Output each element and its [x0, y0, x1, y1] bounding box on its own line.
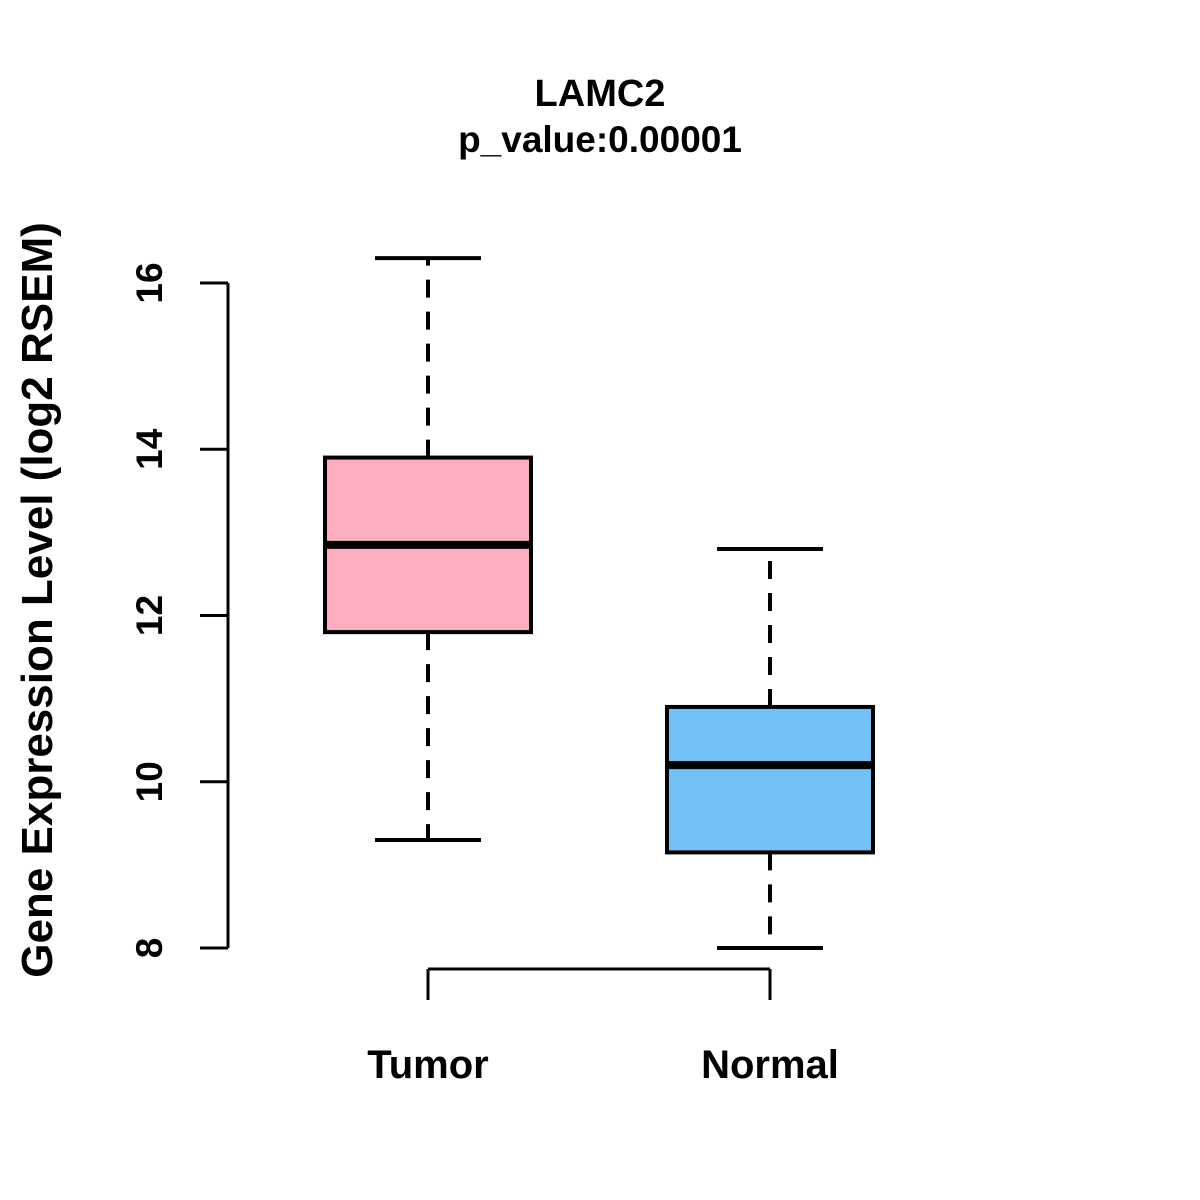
y-axis: 8 10 12 14 16	[129, 262, 230, 959]
normal-label: Normal	[701, 1043, 839, 1087]
tumor-label: Tumor	[367, 1043, 488, 1087]
y-tick-label: 8	[129, 938, 170, 959]
y-tick-label: 16	[129, 262, 170, 303]
box-group	[323, 256, 875, 950]
x-axis-bracket	[426, 967, 772, 1000]
y-axis-label: Gene Expression Level (log2 RSEM)	[13, 222, 62, 978]
x-labels: Tumor Normal	[367, 1043, 839, 1087]
chart-subtitle: p_value:0.00001	[458, 119, 742, 160]
y-tick-label: 14	[129, 428, 170, 470]
chart-title: LAMC2	[535, 73, 666, 115]
y-tick-label: 12	[129, 595, 170, 636]
y-tick-label: 10	[129, 761, 170, 802]
normal-box	[665, 704, 875, 855]
